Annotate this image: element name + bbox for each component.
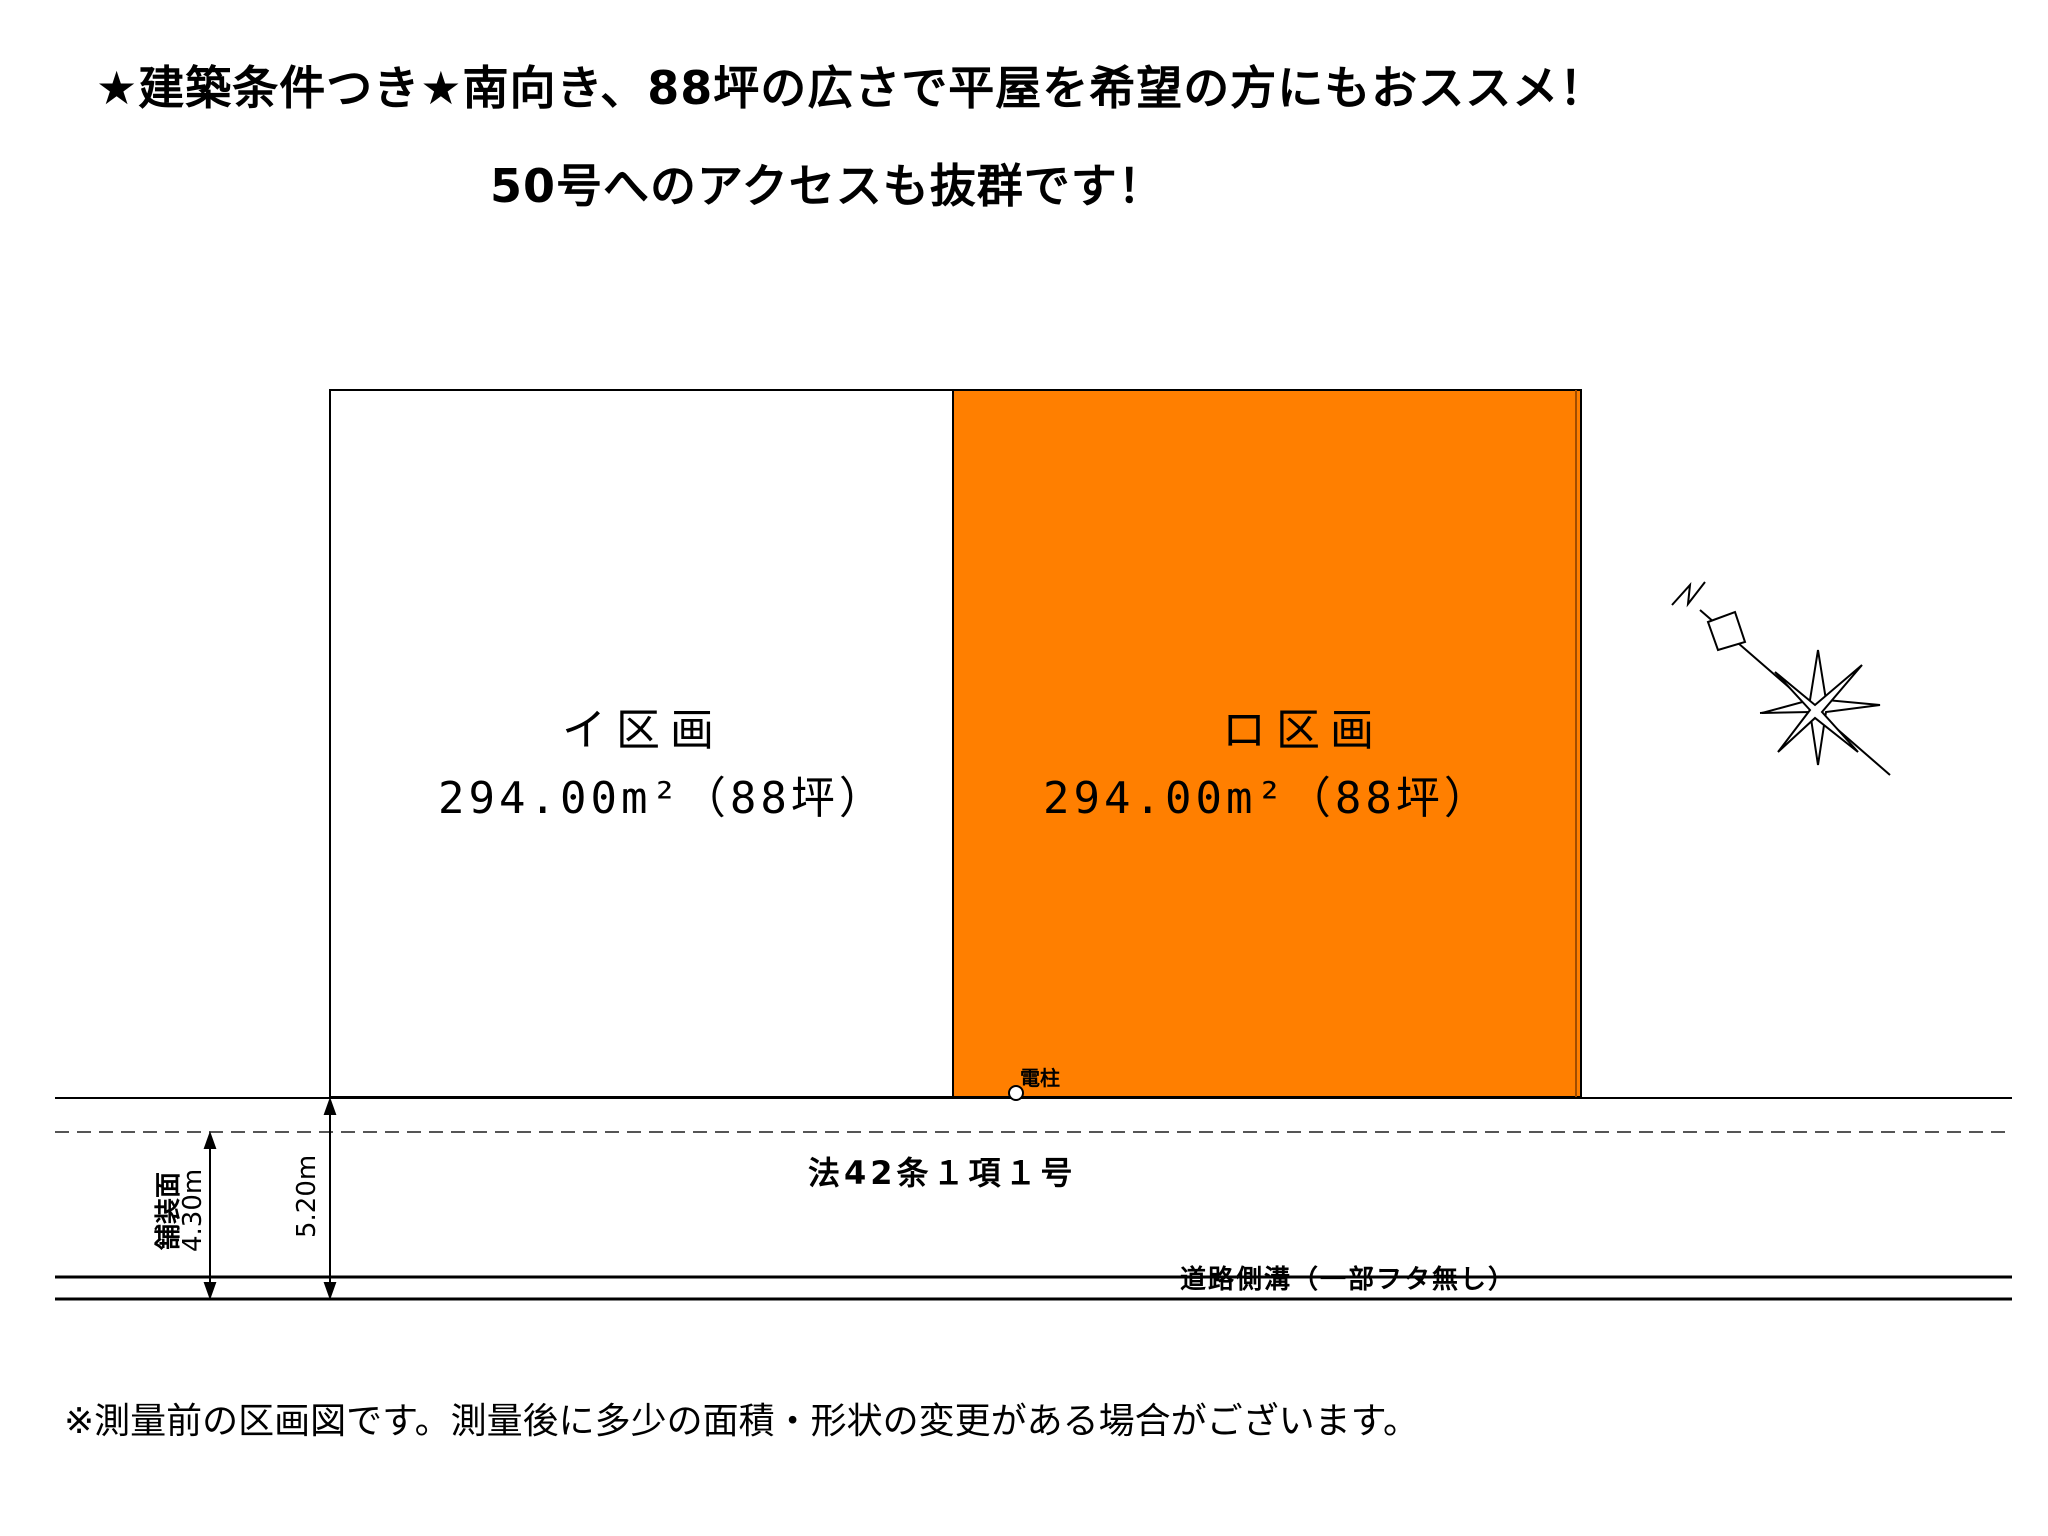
headline-line-1: ★建築条件つき★南向き、88坪の広さで平屋を希望の方にもおススメ！ [96, 61, 1607, 115]
north-letter-icon [1671, 581, 1706, 608]
lot-ro-parcel [952, 389, 1582, 1098]
road-width-label: 5.20m [292, 1154, 322, 1238]
utility-pole-label: 電柱 [1020, 1066, 1060, 1090]
side-ditch-label: 道路側溝（一部フタ無し） [1180, 1265, 1517, 1295]
lot-i-area: 294.00m²（88坪） [438, 773, 887, 824]
compass-rose-icon [1699, 609, 1891, 776]
headline-line-2: 50号へのアクセスも抜群です！ [490, 159, 1165, 213]
paved-width-label: 4.30m [178, 1168, 208, 1252]
utility-pole-icon [1008, 1085, 1024, 1101]
lot-ro-area: 294.00m²（88坪） [1043, 773, 1492, 824]
survey-note: ※測量前の区画図です。測量後に多少の面積・形状の変更がある場合がございます。 [64, 1401, 1419, 1442]
paved-width-dimension [203, 1131, 217, 1300]
road-designation-label: 法42条１項１号 [808, 1154, 1077, 1192]
road-width-dimension [323, 1097, 337, 1300]
lot-i-parcel [329, 389, 954, 1098]
lot-ro-name: ロ区画 [1222, 705, 1384, 756]
lot-i-name: イ区画 [562, 705, 724, 756]
